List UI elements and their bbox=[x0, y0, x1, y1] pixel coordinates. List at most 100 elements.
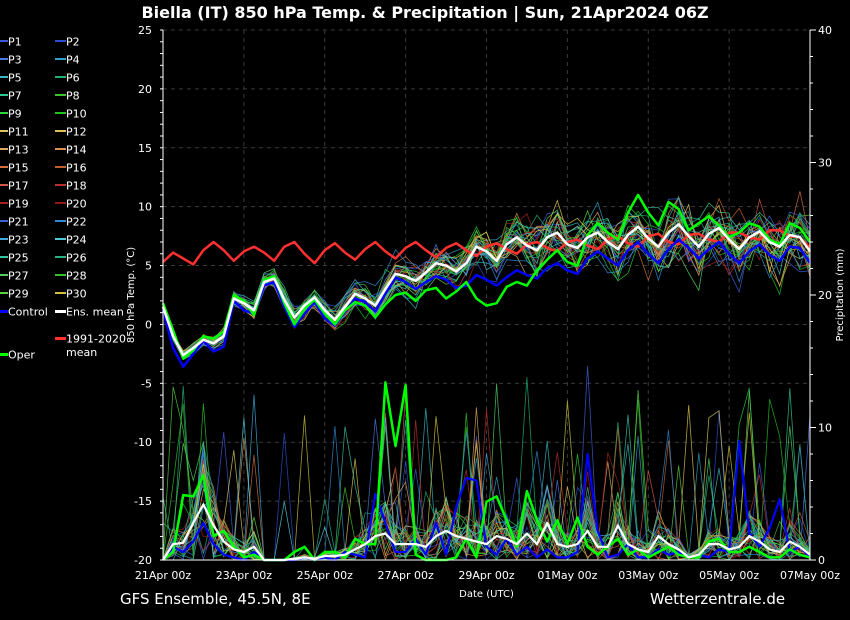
legend-swatch bbox=[55, 76, 66, 78]
x-tick-label: 23Apr 00z bbox=[216, 569, 273, 582]
chart-title: Biella (IT) 850 hPa Temp. & Precipitatio… bbox=[141, 3, 709, 22]
legend-label: P29 bbox=[8, 287, 29, 301]
y-tick-label: -20 bbox=[134, 554, 152, 567]
axes: 25 20 15 10 5 0 -5 -10 -15 -20 21Apr 00z 23Apr 00z 2… bbox=[126, 24, 846, 600]
legend-label: P28 bbox=[66, 269, 87, 283]
y2-tick-label: 0 bbox=[818, 554, 825, 567]
legend-label-climate-line2: mean bbox=[66, 346, 98, 359]
legend-item: P28 bbox=[55, 269, 87, 283]
legend-swatch bbox=[0, 40, 8, 42]
legend-item: P11 bbox=[0, 125, 29, 139]
legend-swatch bbox=[55, 112, 66, 114]
y-tick-label: -10 bbox=[134, 436, 152, 449]
legend-item-ens-mean: Ens. mean bbox=[55, 305, 124, 319]
legend-swatch bbox=[55, 274, 66, 276]
legend-label: P4 bbox=[66, 53, 80, 67]
legend-item: P7 bbox=[0, 89, 22, 103]
member-temp-line bbox=[162, 211, 811, 352]
legend-swatch bbox=[0, 309, 8, 313]
legend-item: P16 bbox=[55, 161, 87, 175]
ens-mean-temp-line bbox=[161, 223, 812, 357]
legend-item-climate: 1991-2020 bbox=[55, 332, 126, 346]
legend-label: P27 bbox=[8, 269, 29, 283]
legend-item: P12 bbox=[55, 125, 87, 139]
legend-item: P3 bbox=[0, 53, 22, 67]
legend-label: 1991-2020 bbox=[66, 332, 126, 346]
legend-swatch bbox=[0, 184, 8, 186]
legend-swatch bbox=[55, 184, 66, 186]
y-tick-label: 15 bbox=[138, 142, 152, 155]
legend-label: P30 bbox=[66, 287, 87, 301]
legend-swatch bbox=[0, 238, 8, 240]
legend-item: P8 bbox=[55, 89, 80, 103]
legend-label: P8 bbox=[66, 89, 80, 103]
legend-item: P19 bbox=[0, 197, 29, 211]
legend-label: P6 bbox=[66, 71, 80, 85]
legend-label: Control bbox=[8, 305, 48, 319]
legend-swatch bbox=[55, 336, 66, 340]
legend-label: P24 bbox=[66, 233, 87, 247]
y2-tick-label: 40 bbox=[818, 24, 832, 37]
legend-swatch bbox=[0, 112, 8, 114]
legend-swatch bbox=[0, 94, 8, 96]
x-tick-label: 21Apr 00z bbox=[135, 569, 192, 582]
legend-swatch bbox=[0, 58, 8, 60]
legend-item: P9 bbox=[0, 107, 22, 121]
legend-swatch bbox=[55, 238, 66, 240]
y2-axis-label: Precipitation (mm) bbox=[835, 248, 846, 341]
legend-label: P21 bbox=[8, 215, 29, 229]
legend-label: P26 bbox=[66, 251, 87, 265]
legend-swatch bbox=[0, 274, 8, 276]
legend-swatch bbox=[55, 130, 66, 132]
legend-label: P12 bbox=[66, 125, 87, 139]
x-tick-label: 01May 00z bbox=[537, 569, 597, 582]
legend-label: Oper bbox=[8, 348, 35, 362]
legend-label: P25 bbox=[8, 251, 29, 265]
legend-item: P25 bbox=[0, 251, 29, 265]
legend-label: P14 bbox=[66, 143, 87, 157]
x-tick-label: 07May 00z bbox=[780, 569, 840, 582]
y-axis-label: 850 hPa Temp. (°C) bbox=[126, 247, 137, 343]
legend-label: P10 bbox=[66, 107, 87, 121]
legend-item-oper: Oper bbox=[0, 348, 35, 362]
legend-label: P3 bbox=[8, 53, 22, 67]
legend-swatch bbox=[0, 202, 8, 204]
legend-swatch bbox=[0, 220, 8, 222]
legend-item: P4 bbox=[55, 53, 80, 67]
y-tick-label: 10 bbox=[138, 201, 152, 214]
x-axis-label: Date (UTC) bbox=[459, 589, 514, 600]
legend-swatch bbox=[55, 148, 66, 150]
model-info: GFS Ensemble, 45.5N, 8E bbox=[120, 590, 311, 608]
legend-item: P10 bbox=[55, 107, 87, 121]
legend-item: P29 bbox=[0, 287, 29, 301]
legend-swatch bbox=[55, 292, 66, 294]
legend-label: P2 bbox=[66, 35, 80, 49]
y-tick-label: 5 bbox=[145, 260, 152, 273]
legend-label: P23 bbox=[8, 233, 29, 247]
legend-swatch bbox=[0, 352, 8, 356]
y2-tick-label: 30 bbox=[818, 157, 832, 170]
x-tick-label: 05May 00z bbox=[699, 569, 759, 582]
legend-item: P15 bbox=[0, 161, 29, 175]
x-tick-label: 27Apr 00z bbox=[377, 569, 434, 582]
legend-item: P23 bbox=[0, 233, 29, 247]
legend-swatch bbox=[55, 94, 66, 96]
legend-swatch bbox=[55, 256, 66, 258]
legend-label: P15 bbox=[8, 161, 29, 175]
y2-tick-label: 20 bbox=[818, 289, 832, 302]
y-tick-label: 25 bbox=[138, 24, 152, 37]
legend-label: P11 bbox=[8, 125, 29, 139]
legend-swatch bbox=[55, 40, 66, 42]
legend-label: P19 bbox=[8, 197, 29, 211]
legend-label: P1 bbox=[8, 35, 22, 49]
legend-item: P17 bbox=[0, 179, 29, 193]
member-temp-line bbox=[162, 209, 811, 360]
grid-lines bbox=[163, 29, 810, 561]
legend-item: P27 bbox=[0, 269, 29, 283]
legend-swatch bbox=[55, 202, 66, 204]
legend-item: P30 bbox=[55, 287, 87, 301]
legend-label: P22 bbox=[66, 215, 87, 229]
legend-swatch bbox=[55, 166, 66, 168]
y-tick-label: -15 bbox=[134, 495, 152, 508]
